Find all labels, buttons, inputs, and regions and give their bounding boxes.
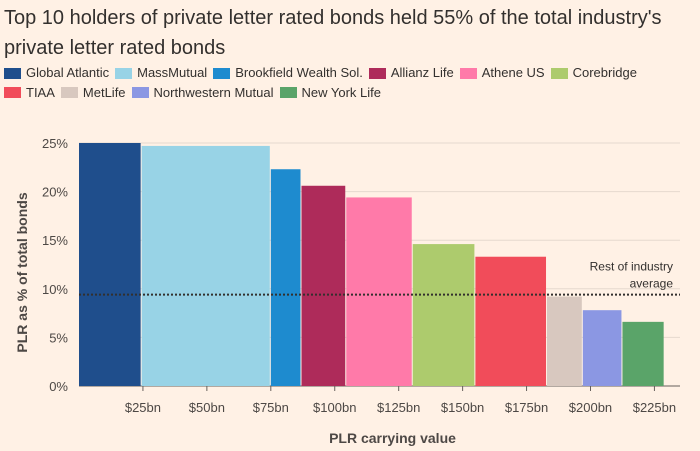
y-tick-label: 5% <box>49 330 68 345</box>
y-tick-label: 0% <box>49 379 68 394</box>
legend-swatch <box>550 67 568 79</box>
x-tick-label: $225bn <box>633 400 676 415</box>
bar <box>141 145 270 386</box>
legend-item: New York Life <box>279 84 382 102</box>
legend-item: MetLife <box>60 84 126 102</box>
bar <box>412 244 475 386</box>
reference-line-label: Rest of industry <box>590 260 673 274</box>
bar <box>547 296 582 386</box>
legend-swatch <box>60 87 78 98</box>
legend-item: Northwestern Mutual <box>131 84 274 102</box>
bar <box>79 143 141 386</box>
y-tick-label: 25% <box>42 136 68 151</box>
reference-line-label: average <box>630 277 674 291</box>
bar <box>582 310 622 386</box>
x-tick-label: $25bn <box>125 400 161 415</box>
legend-item: MassMutual <box>115 64 207 82</box>
legend-label: MetLife <box>82 84 126 100</box>
legend-label: Northwestern Mutual <box>153 84 274 100</box>
legend-swatch <box>115 67 133 79</box>
bar <box>270 169 301 386</box>
legend-label: New York Life <box>301 84 382 100</box>
legend-label: TIAA <box>26 84 55 100</box>
legend-label: MassMutual <box>137 65 208 80</box>
legend-label: Brookfield Wealth Sol. <box>235 65 363 80</box>
x-tick-label: $75bn <box>253 400 289 415</box>
legend-label: Global Atlantic <box>26 65 110 80</box>
legend-item: Allianz Life <box>368 64 454 82</box>
legend-label: Allianz Life <box>390 65 454 80</box>
y-tick-label: 15% <box>42 233 68 248</box>
x-tick-label: $200bn <box>569 400 612 415</box>
bar <box>301 185 346 386</box>
x-tick-label: $100bn <box>313 400 356 415</box>
legend-item: Athene US <box>459 64 545 82</box>
x-tick-label: $125bn <box>377 400 420 415</box>
legend-swatch <box>4 67 21 79</box>
x-axis-title: PLR carrying value <box>329 430 456 446</box>
legend-label: Athene US <box>481 65 545 80</box>
legend-label: Corebridge <box>572 65 637 80</box>
legend-swatch <box>213 67 231 79</box>
x-tick-label: $150bn <box>441 400 484 415</box>
y-tick-label: 10% <box>42 282 68 297</box>
legend-item: Corebridge <box>550 64 637 82</box>
y-axis-title: PLR as % of total bonds <box>14 192 30 352</box>
bar <box>622 321 664 386</box>
y-tick-label: 20% <box>42 185 68 200</box>
x-tick-label: $175bn <box>505 400 548 415</box>
legend-swatch <box>459 67 477 79</box>
legend-item: Brookfield Wealth Sol. <box>213 64 363 82</box>
bar <box>346 197 412 386</box>
x-tick-label: $50bn <box>189 400 225 415</box>
bar <box>475 256 547 386</box>
legend-swatch <box>368 67 386 79</box>
legend-swatch <box>131 87 149 98</box>
legend-item: TIAA <box>4 84 55 102</box>
chart-legend: Global Atlantic MassMutual Brookfield Weal… <box>4 64 696 103</box>
legend-item: Global Atlantic <box>4 64 109 82</box>
chart-title: Top 10 holders of private letter rated b… <box>4 7 662 59</box>
legend-swatch <box>279 87 297 98</box>
legend-swatch <box>4 87 21 98</box>
